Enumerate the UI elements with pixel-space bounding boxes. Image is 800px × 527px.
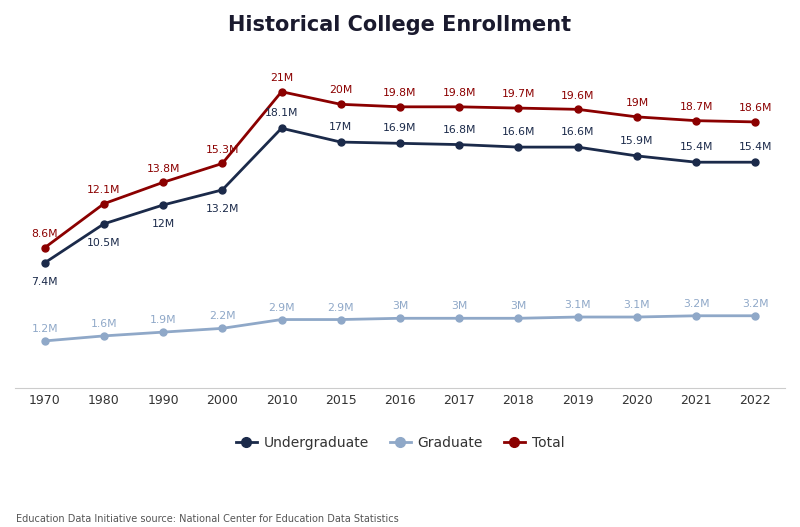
Text: 3.2M: 3.2M [683,299,710,309]
Text: 2.2M: 2.2M [209,311,236,321]
Text: 1.2M: 1.2M [31,324,58,334]
Text: 19.8M: 19.8M [383,88,417,98]
Text: 19.8M: 19.8M [442,88,476,98]
Legend: Undergraduate, Graduate, Total: Undergraduate, Graduate, Total [230,430,570,455]
Text: 3.1M: 3.1M [624,300,650,310]
Text: 15.3M: 15.3M [206,144,239,154]
Text: 8.6M: 8.6M [31,229,58,239]
Text: 3.2M: 3.2M [742,299,769,309]
Text: 16.8M: 16.8M [442,124,476,134]
Text: 3M: 3M [392,301,408,311]
Text: 15.4M: 15.4M [679,142,713,152]
Text: 18.6M: 18.6M [738,103,772,113]
Text: 16.9M: 16.9M [383,123,417,133]
Text: 17M: 17M [329,122,352,132]
Title: Historical College Enrollment: Historical College Enrollment [229,15,571,35]
Text: 1.6M: 1.6M [90,319,117,329]
Text: 12M: 12M [151,219,174,229]
Text: 13.2M: 13.2M [206,204,239,214]
Text: 18.1M: 18.1M [265,108,298,118]
Text: 1.9M: 1.9M [150,315,176,325]
Text: 21M: 21M [270,73,293,83]
Text: 2.9M: 2.9M [327,302,354,313]
Text: 13.8M: 13.8M [146,163,180,173]
Text: 15.4M: 15.4M [738,142,772,152]
Text: 2.9M: 2.9M [268,302,295,313]
Text: 3M: 3M [510,301,526,311]
Text: 12.1M: 12.1M [87,185,121,195]
Text: 16.6M: 16.6M [561,127,594,137]
Text: 19.6M: 19.6M [561,91,594,101]
Text: 7.4M: 7.4M [31,277,58,287]
Text: 18.7M: 18.7M [679,102,713,112]
Text: 16.6M: 16.6M [502,127,535,137]
Text: 19.7M: 19.7M [502,89,535,99]
Text: 10.5M: 10.5M [87,238,121,248]
Text: 20M: 20M [329,85,353,95]
Text: 3.1M: 3.1M [564,300,591,310]
Text: 15.9M: 15.9M [620,136,654,146]
Text: 19M: 19M [626,98,649,108]
Text: Education Data Initiative source: National Center for Education Data Statistics: Education Data Initiative source: Nation… [16,514,398,524]
Text: 3M: 3M [451,301,467,311]
